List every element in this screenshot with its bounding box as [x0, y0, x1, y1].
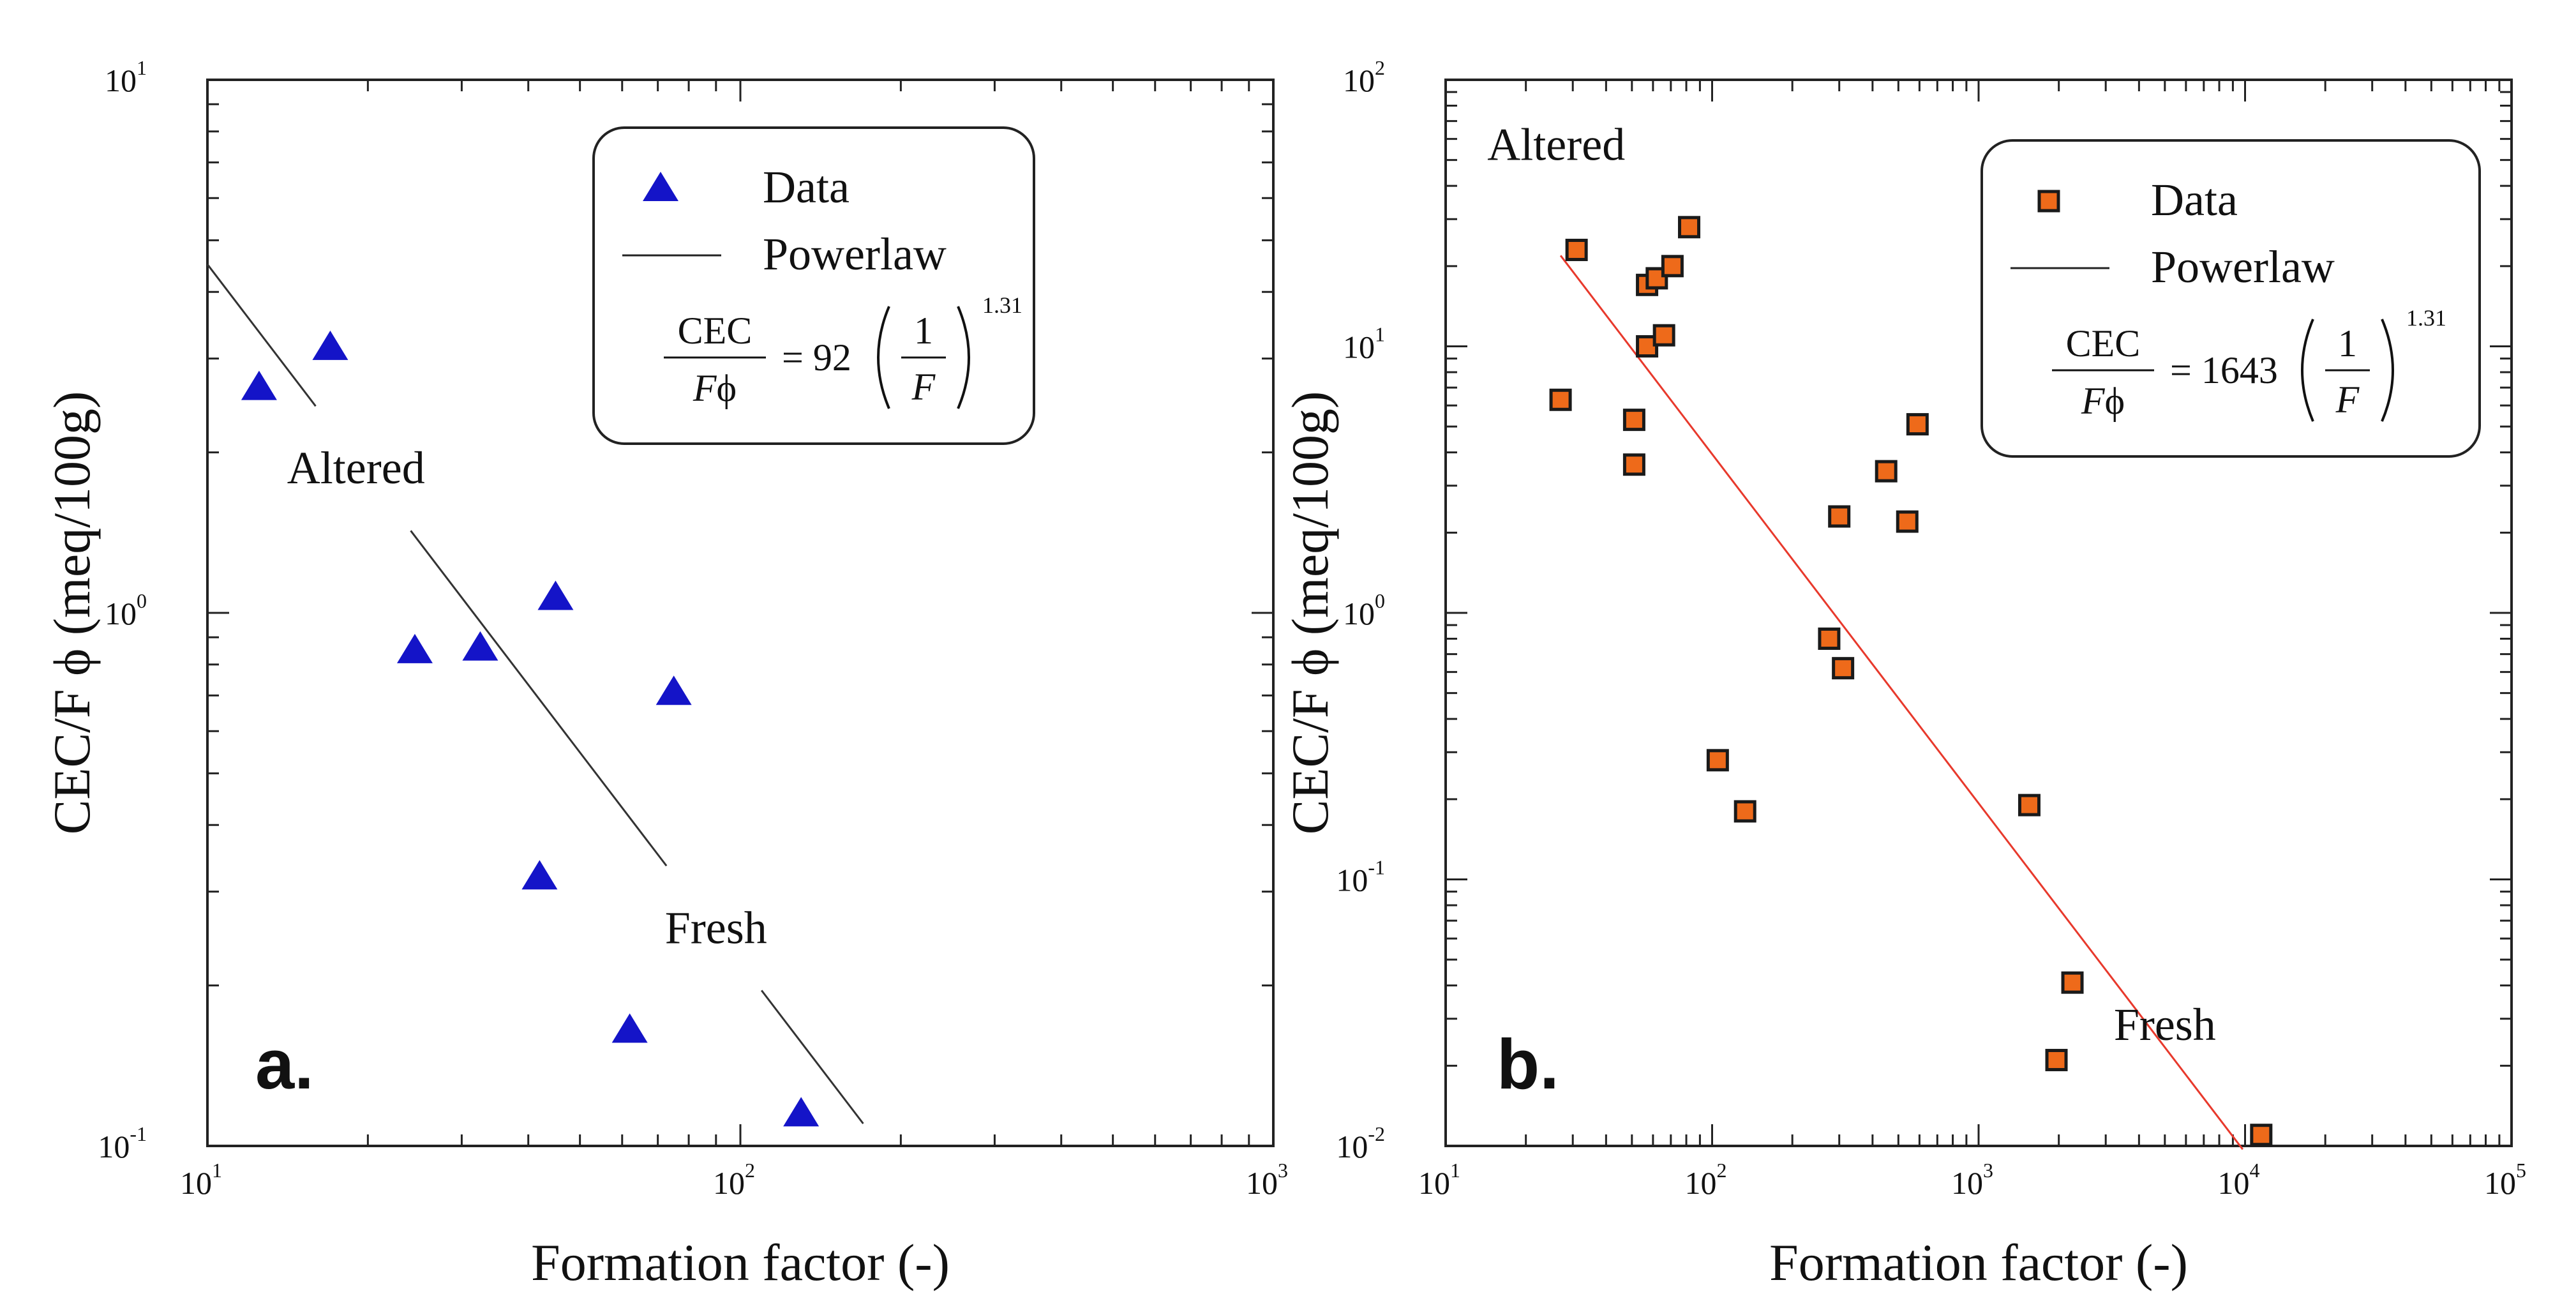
data-point	[396, 633, 433, 663]
data-point	[1706, 749, 1729, 772]
legend-data-marker	[643, 172, 678, 201]
data-point	[2061, 971, 2084, 994]
y-tick-label: 10-1	[1336, 856, 1385, 898]
fit-segment	[410, 530, 668, 867]
annotation-fresh: Fresh	[2114, 999, 2216, 1050]
y-tick-label: 10-2	[1336, 1122, 1385, 1164]
eq-inner-one: 1	[914, 310, 933, 352]
y-tick-label: 102	[1343, 56, 1385, 98]
data-point	[1661, 255, 1684, 278]
data-point	[1734, 800, 1756, 823]
fit-segment	[206, 264, 317, 407]
x-axis-title: Formation factor (-)	[1769, 1233, 2188, 1291]
y-tick-label: 101	[1343, 323, 1385, 365]
data-point	[1622, 409, 1645, 432]
x-tick-label: 105	[2484, 1159, 2526, 1201]
eq-inner-f: F	[911, 366, 936, 408]
y-axis-title: CEC/F ϕ (meq/100g)	[43, 391, 101, 835]
legend-data-marker	[2037, 190, 2060, 213]
eq-exponent: 1.31	[2406, 305, 2446, 331]
eq-numerator-cec: CEC	[2066, 322, 2141, 365]
annotation-altered: Altered	[287, 442, 425, 493]
eq-denominator: Fϕ	[2081, 380, 2125, 422]
eq-paren-right	[957, 306, 970, 409]
data-point	[312, 330, 348, 360]
legend-fit-label: Powerlaw	[763, 229, 947, 280]
data-point	[611, 1013, 648, 1043]
y-axis-title: CEC/F ϕ (meq/100g)	[1281, 391, 1339, 835]
data-point	[1875, 460, 1898, 483]
eq-coefficient: = 1643	[2170, 349, 2278, 391]
fit-segment	[760, 990, 864, 1124]
eq-exponent: 1.31	[982, 292, 1022, 318]
data-point	[1622, 453, 1645, 476]
data-point	[1828, 505, 1851, 528]
x-tick-label: 103	[1951, 1159, 1993, 1201]
x-tick-label: 101	[1418, 1159, 1460, 1201]
legend-box	[1981, 139, 2481, 458]
eq-inner-f: F	[2335, 379, 2360, 421]
legend-data-label: Data	[763, 162, 850, 213]
legend-equation: CEC Fϕ = 1643 1 F 1.31	[2052, 305, 2446, 422]
annotation-altered: Altered	[1487, 119, 1625, 170]
legend-box	[592, 126, 1035, 445]
powerlaw-fit-line	[1559, 255, 2244, 1150]
powerlaw-fit-line	[206, 264, 864, 1124]
data-point	[1652, 324, 1675, 347]
x-tick-label: 104	[2218, 1159, 2260, 1201]
eq-inner-one: 1	[2338, 322, 2357, 365]
legend-fit-label: Powerlaw	[2151, 241, 2335, 292]
data-point	[1549, 388, 1572, 411]
x-tick-label: 101	[180, 1159, 222, 1201]
data-point	[462, 631, 498, 661]
eq-paren-left	[877, 306, 890, 409]
x-tick-label: 103	[1246, 1159, 1288, 1201]
data-point	[537, 580, 574, 610]
eq-denominator: Fϕ	[693, 367, 737, 409]
x-tick-label: 102	[1685, 1159, 1727, 1201]
data-point	[2045, 1048, 2068, 1071]
legend-equation: CEC Fϕ = 92 1 F 1.31	[664, 292, 1022, 409]
eq-paren-right	[2381, 319, 2394, 422]
data-point	[1896, 510, 1919, 533]
eq-coefficient: = 92	[782, 336, 851, 379]
x-axis-title: Formation factor (-)	[531, 1233, 950, 1291]
data-point	[241, 370, 277, 400]
panel-letter: a.	[255, 1025, 314, 1104]
data-point	[1832, 657, 1855, 680]
y-tick-label: 100	[105, 589, 147, 631]
y-tick-label: 100	[1343, 589, 1385, 631]
y-tick-label: 10-1	[98, 1122, 147, 1164]
panel-b: 101 102 103 104 105 10-2 10-1 100 101 102 Formatio…	[1281, 56, 2526, 1291]
data-point	[521, 860, 558, 890]
annotation-fresh: Fresh	[665, 903, 767, 954]
fit-segment	[1559, 255, 2244, 1150]
data-point	[1818, 627, 1841, 650]
eq-numerator-cec: CEC	[678, 310, 753, 352]
data-point	[1678, 216, 1701, 239]
data-point	[2018, 794, 2041, 817]
eq-paren-left	[2301, 319, 2314, 422]
panel-letter: b.	[1497, 1025, 1559, 1104]
legend-data-label: Data	[2151, 174, 2238, 225]
data-point	[783, 1097, 820, 1127]
x-tick-label: 102	[713, 1159, 755, 1201]
panel-a: 101 102 103 10-1 100 101 Formation factor (-) C…	[43, 56, 1288, 1291]
data-point	[655, 675, 692, 705]
data-point	[1906, 413, 1929, 436]
data-point	[2250, 1124, 2273, 1147]
data-point	[1565, 238, 1588, 261]
y-tick-label: 101	[105, 56, 147, 98]
